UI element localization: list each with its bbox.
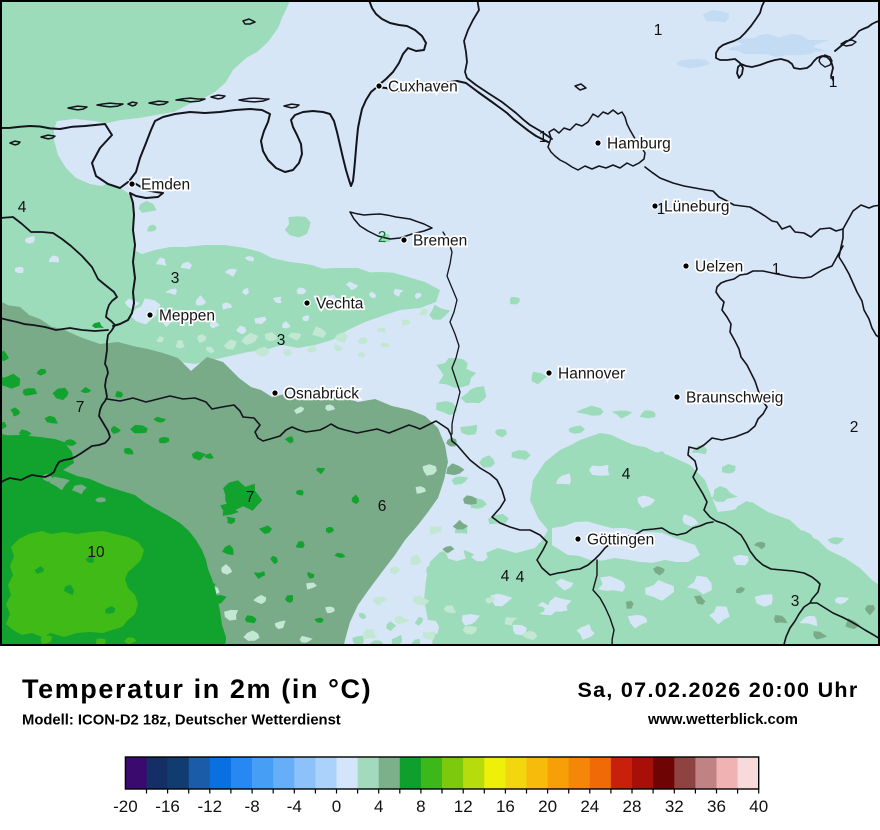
svg-text:Temperatur in 2m (in °C): Temperatur in 2m (in °C) [22,674,372,704]
svg-text:-8: -8 [245,797,260,816]
svg-text:Göttingen: Göttingen [587,532,654,549]
svg-text:1: 1 [772,261,781,278]
svg-text:Sa, 07.02.2026 20:00 Uhr: Sa, 07.02.2026 20:00 Uhr [577,678,858,702]
svg-text:8: 8 [416,797,425,816]
svg-text:40: 40 [749,797,768,816]
svg-text:2: 2 [850,419,859,436]
svg-text:-4: -4 [287,797,302,816]
svg-text:Uelzen: Uelzen [695,259,743,276]
svg-text:3: 3 [277,332,286,349]
svg-text:32: 32 [665,797,684,816]
svg-text:1: 1 [654,22,663,39]
svg-text:20: 20 [538,797,557,816]
svg-text:6: 6 [378,498,387,515]
svg-text:Emden: Emden [141,177,190,194]
svg-text:Lüneburg: Lüneburg [664,199,730,216]
svg-text:0: 0 [332,797,341,816]
svg-text:4: 4 [516,569,525,586]
svg-text:7: 7 [76,399,85,416]
svg-text:-12: -12 [198,797,223,816]
svg-text:1: 1 [829,74,838,91]
svg-text:Cuxhaven: Cuxhaven [388,79,458,96]
svg-text:1: 1 [657,201,666,218]
svg-text:1: 1 [539,129,548,146]
svg-text:12: 12 [454,797,473,816]
svg-text:Vechta: Vechta [316,296,364,313]
svg-text:3: 3 [791,593,800,610]
svg-text:2: 2 [378,229,387,246]
svg-text:Bremen: Bremen [413,233,467,250]
svg-text:4: 4 [374,797,383,816]
svg-text:4: 4 [501,568,510,585]
svg-text:Modell: ICON-D2 18z, Deutscher: Modell: ICON-D2 18z, Deutscher Wetterdie… [22,713,341,729]
svg-text:www.wetterblick.com: www.wetterblick.com [647,712,798,728]
svg-text:10: 10 [87,544,105,561]
svg-text:4: 4 [18,199,27,216]
svg-text:16: 16 [496,797,515,816]
svg-text:28: 28 [623,797,642,816]
svg-text:Hannover: Hannover [558,366,625,383]
svg-text:-16: -16 [155,797,180,816]
svg-text:7: 7 [246,489,255,506]
svg-text:36: 36 [707,797,726,816]
svg-text:Osnabrück: Osnabrück [284,386,359,403]
svg-text:Hamburg: Hamburg [607,136,671,153]
svg-text:3: 3 [171,270,180,287]
svg-text:-20: -20 [113,797,138,816]
svg-text:24: 24 [580,797,599,816]
svg-text:Braunschweig: Braunschweig [686,390,783,407]
svg-text:4: 4 [622,466,631,483]
svg-text:Meppen: Meppen [159,308,215,325]
